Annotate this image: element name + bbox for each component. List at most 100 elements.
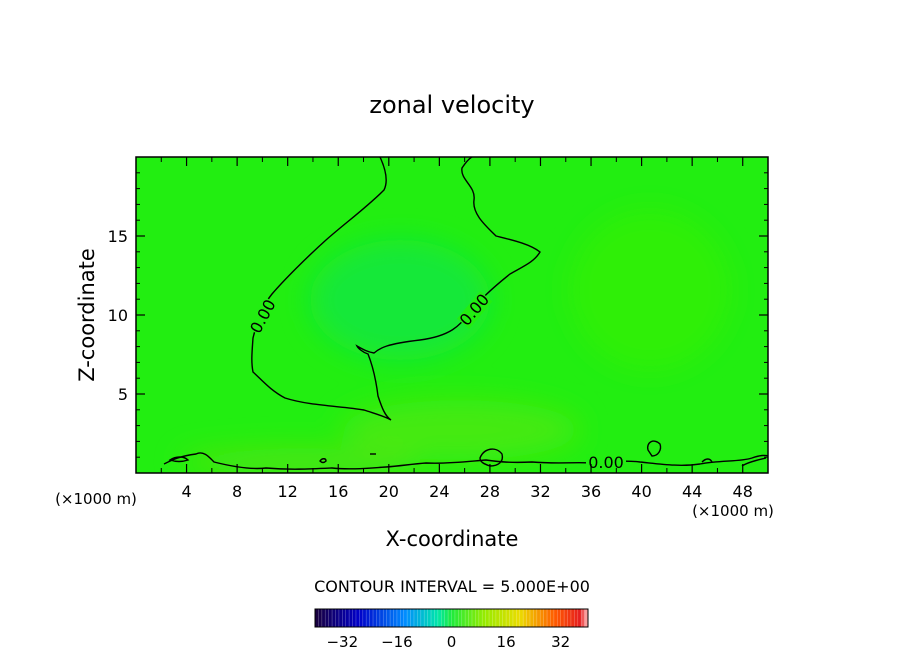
x-unit-left: (×1000 m) (55, 490, 137, 508)
colorbar-segment (349, 609, 353, 627)
contour-zero-loop-40 (646, 440, 662, 457)
contour-interval-text: CONTOUR INTERVAL = 5.000E+00 (314, 577, 590, 596)
field-shade-lower (340, 400, 580, 460)
colorbar-segment (410, 609, 415, 627)
colorbar-segment (478, 609, 483, 627)
colorbar (314, 609, 589, 627)
contour-zero-upper (251, 157, 541, 421)
colorbar-segment (441, 609, 445, 627)
colorbar-segment (584, 609, 589, 627)
colorbar-segment (332, 609, 336, 627)
colorbar-segment (519, 609, 524, 627)
colorbar-segment (376, 609, 381, 627)
colorbar-segment (475, 609, 480, 627)
colorbar-segment (396, 609, 401, 627)
colorbar-segment (321, 609, 326, 627)
contour-label-bg-1 (247, 296, 279, 337)
contour-zero-dot-15 (319, 458, 327, 464)
colorbar-tick-label-4: 32 (551, 633, 570, 651)
colorbar-segment (325, 609, 329, 627)
x-tick-label-16: 16 (328, 482, 348, 501)
y-tick-label-15: 15 (108, 227, 128, 246)
colorbar-segment (499, 609, 503, 627)
contour-zero-loop-44 (701, 458, 713, 463)
colorbar-segment (427, 609, 432, 627)
colorbar-segment (431, 609, 435, 627)
colorbar-segment (506, 609, 510, 627)
colorbar-segment (567, 609, 572, 627)
colorbar-segment (355, 609, 360, 627)
colorbar-segment (386, 609, 391, 627)
x-tick-label-44: 44 (682, 482, 702, 501)
x-axis-ticks: 4 8 12 16 20 24 28 32 36 40 44 48 (160, 157, 753, 501)
colorbar-segment (448, 609, 452, 627)
colorbar-segment (338, 609, 343, 627)
colorbar-segment (437, 609, 442, 627)
colorbar-segment (529, 609, 534, 627)
colorbar-segment (471, 609, 476, 627)
colorbar-segment (315, 609, 319, 627)
colorbar-segment (454, 609, 459, 627)
colorbar-segment (526, 609, 531, 627)
colorbar-tick-label-3: 16 (497, 633, 516, 651)
y-tick-label-5: 5 (118, 385, 128, 404)
colorbar-segment (420, 609, 425, 627)
chart-title: zonal velocity (369, 91, 534, 119)
colorbar-segment (451, 609, 456, 627)
colorbar-segment (362, 609, 367, 627)
x-tick-label-28: 28 (480, 482, 500, 501)
colorbar-segment (509, 609, 514, 627)
colorbar-segment (536, 609, 541, 627)
contour-zero-loop-48 (741, 457, 767, 467)
colorbar-tick-label-0: −32 (326, 633, 358, 651)
colorbar-segment (434, 609, 439, 627)
field-shade-right (570, 210, 730, 370)
x-tick-label-4: 4 (181, 482, 191, 501)
x-tick-label-8: 8 (232, 482, 242, 501)
colorbar-segment (516, 609, 521, 627)
colorbar-segment (444, 609, 449, 627)
colorbar-segment (383, 609, 387, 627)
colorbar-segment (574, 609, 579, 627)
colorbar-segment (557, 609, 561, 627)
colorbar-segment (512, 609, 517, 627)
y-axis-ticks: 5 10 15 (108, 172, 768, 458)
contour-label-bg-3 (586, 454, 626, 470)
contour-zero-loop-4 (168, 456, 190, 463)
colorbar-segment (417, 609, 422, 627)
x-unit-right: (×1000 m) (692, 502, 774, 520)
field-shading (180, 210, 730, 473)
colorbar-tick-label-2: 0 (447, 633, 457, 651)
colorbar-segment (393, 609, 398, 627)
colorbar-segment (413, 609, 418, 627)
colorbar-segment (403, 609, 408, 627)
colorbar-segment (335, 609, 340, 627)
y-tick-label-10: 10 (108, 306, 128, 325)
colorbar-segment (352, 609, 357, 627)
contour-label-3: 0.00 (588, 453, 624, 472)
colorbar-segment (318, 609, 323, 627)
contour-zero-bottom (163, 452, 768, 470)
contour-lines (163, 157, 768, 470)
colorbar-segment (342, 609, 347, 627)
x-tick-label-20: 20 (379, 482, 399, 501)
y-axis-label: Z-coordinate (75, 248, 99, 382)
x-tick-label-48: 48 (733, 482, 753, 501)
colorbar-segment (523, 609, 527, 627)
colorbar-segment (540, 609, 544, 627)
colorbar-segment (458, 609, 463, 627)
colorbar-frame (314, 608, 589, 628)
colorbar-segment (400, 609, 405, 627)
x-tick-label-40: 40 (631, 482, 651, 501)
colorbar-segment (482, 609, 486, 627)
colorbar-segment (581, 609, 585, 627)
colorbar-segment (379, 609, 384, 627)
contour-label-bg-2 (457, 291, 493, 330)
colorbar-segment (424, 609, 428, 627)
x-tick-label-36: 36 (581, 482, 601, 501)
colorbar-segment (560, 609, 565, 627)
colorbar-segment (359, 609, 364, 627)
colorbar-segment (468, 609, 473, 627)
colorbar-segment (489, 609, 493, 627)
